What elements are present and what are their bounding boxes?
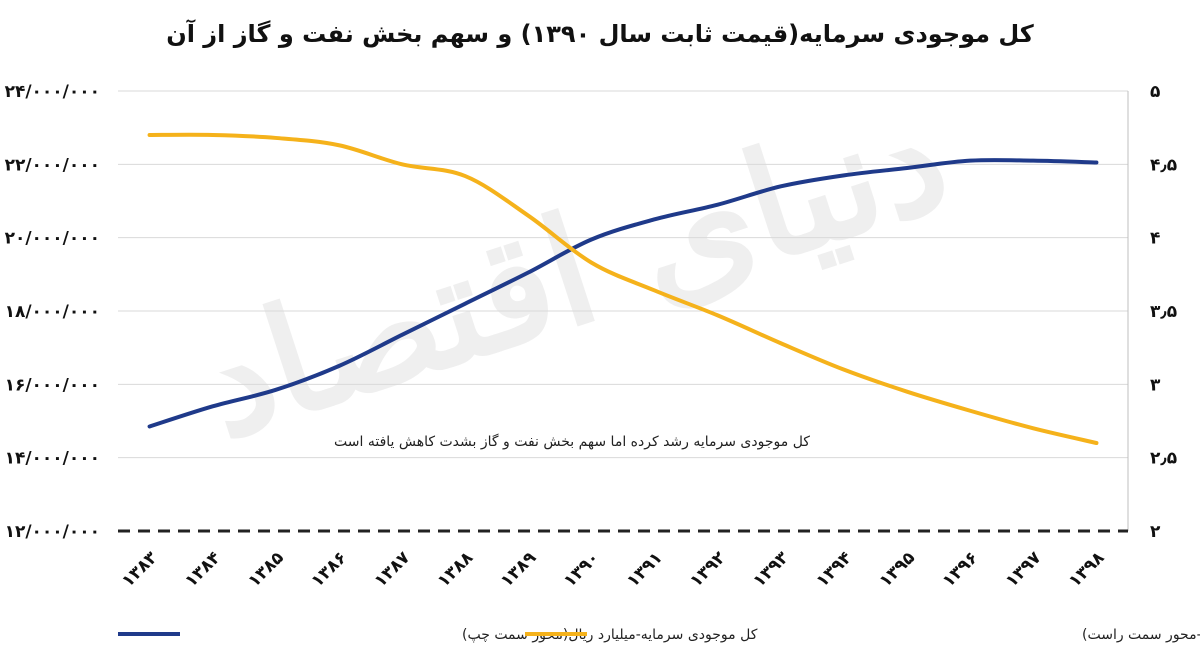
x-tick-label: ۱۳۸۸ [434, 547, 478, 591]
left-tick-label: ۱۲/۰۰۰/۰۰۰ [5, 522, 100, 542]
legend: کل موجودی سرمایه-میلیارد ریال(محور سمت چ… [118, 626, 1200, 643]
right-tick-label: ۴ [1150, 229, 1160, 249]
x-tick-label: ۱۳۸۹ [497, 547, 541, 591]
x-tick-label: ۱۳۸۵ [244, 548, 287, 591]
x-tick-label: ۱۳۹۷ [1002, 547, 1046, 591]
left-tick-label: ۱۸/۰۰۰/۰۰۰ [5, 302, 100, 322]
x-tick-label: ۱۳۸۷ [371, 547, 415, 591]
right-tick-label: ۳٫۵ [1150, 302, 1177, 322]
x-tick-label: ۱۳۹۸ [1065, 547, 1109, 591]
left-tick-label: ۱۴/۰۰۰/۰۰۰ [5, 449, 100, 469]
x-tick-label: ۱۳۸۶ [307, 548, 350, 591]
x-axis: ۱۳۸۳ ۱۳۸۴ ۱۳۸۵ ۱۳۸۶ ۱۳۸۷ ۱۳۸۸ ۱۳۸۹ ۱۳۹۰ ۱۳۹۱ ۱۳۹۲… [118, 529, 1128, 591]
x-tick-label: ۱۳۹۰ [560, 548, 603, 591]
right-tick-label: ۲ [1150, 522, 1161, 542]
right-tick-label: ۵ [1150, 82, 1160, 102]
right-tick-label: ۴٫۵ [1150, 155, 1177, 175]
gridlines [118, 90, 1129, 531]
x-tick-label: ۱۳۹۶ [939, 548, 982, 591]
x-tick-label: ۱۳۹۴ [812, 548, 855, 591]
series-line-oil-gas-share [147, 132, 1099, 445]
right-tick-label: ۲٫۵ [1150, 449, 1177, 469]
x-tick-label: ۱۳۹۵ [876, 548, 919, 591]
chart-annotation: کل موجودی سرمایه رشد کرده اما سهم بخش نف… [334, 433, 810, 450]
legend-label-oil-gas-share: سهم موجودی سرمایه بخش نفت و گاز از کل مو… [1082, 626, 1200, 643]
x-tick-label: ۱۳۸۴ [181, 548, 224, 591]
left-tick-label: ۱۶/۰۰۰/۰۰۰ [5, 375, 100, 395]
left-tick-label: ۲۰/۰۰۰/۰۰۰ [5, 229, 100, 249]
series-line-capital-stock [147, 158, 1099, 429]
left-tick-label: ۲۴/۰۰۰/۰۰۰ [5, 82, 100, 102]
right-tick-label: ۳ [1150, 375, 1161, 395]
x-tick-label: ۱۳۹۳ [749, 547, 793, 591]
left-axis-ticks: ۱۲/۰۰۰/۰۰۰ ۱۴/۰۰۰/۰۰۰ ۱۶/۰۰۰/۰۰۰ ۱۸/۰۰۰/۰۰۰… [5, 82, 100, 542]
series-lines [147, 132, 1099, 445]
left-tick-label: ۲۲/۰۰۰/۰۰۰ [5, 155, 100, 175]
x-tick-label: ۱۳۹۱ [623, 548, 666, 591]
right-axis-ticks: ۲ ۲٫۵ ۳ ۳٫۵ ۴ ۴٫۵ ۵ [1150, 82, 1177, 542]
watermark-text: دنیای اقتصاد [180, 68, 967, 473]
legend-label-capital: کل موجودی سرمایه-میلیارد ریال(محور سمت چ… [462, 627, 758, 643]
x-tick-label: ۱۳۸۳ [118, 547, 162, 591]
x-tick-label: ۱۳۹۲ [686, 547, 730, 591]
chart-title: کل موجودی سرمایه(قیمت ثابت سال ۱۳۹۰) و س… [166, 19, 1034, 48]
